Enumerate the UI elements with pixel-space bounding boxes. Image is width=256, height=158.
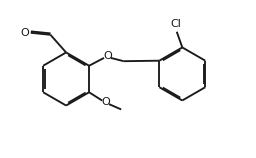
- Text: O: O: [103, 51, 112, 61]
- Text: O: O: [101, 97, 110, 107]
- Text: O: O: [20, 28, 29, 38]
- Text: Cl: Cl: [170, 19, 181, 29]
